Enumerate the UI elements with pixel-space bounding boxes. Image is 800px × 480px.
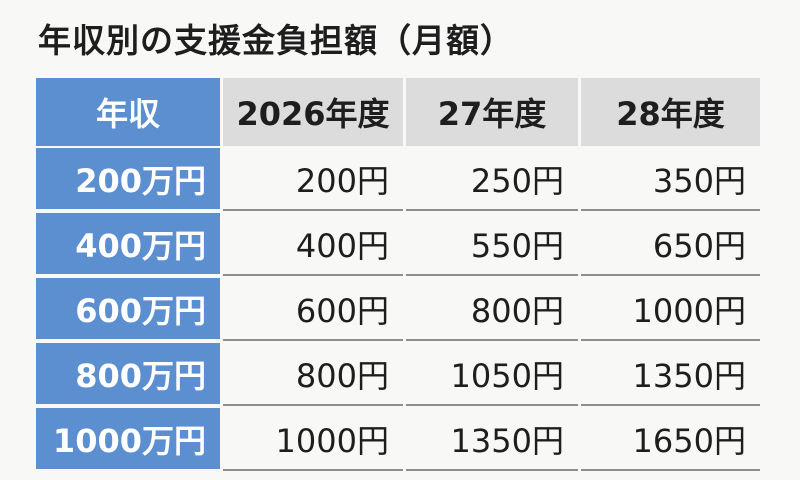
table-row: 800万円 800円 1050円 1350円 bbox=[36, 343, 760, 406]
value-27-cell: 800円 bbox=[406, 278, 578, 341]
table-row: 600万円 600円 800円 1000円 bbox=[36, 278, 760, 341]
burden-table: 年収 2026年度 27年度 28年度 200万円 200円 250円 350円… bbox=[36, 78, 760, 471]
value-2026-cell: 600円 bbox=[223, 278, 403, 341]
value-27-cell: 550円 bbox=[406, 213, 578, 276]
value-28-cell: 1350円 bbox=[581, 343, 760, 406]
value-2026-cell: 400円 bbox=[223, 213, 403, 276]
income-cell: 600万円 bbox=[36, 278, 220, 341]
table-row: 200万円 200円 250円 350円 bbox=[36, 148, 760, 211]
header-27: 27年度 bbox=[406, 78, 578, 146]
income-cell: 200万円 bbox=[36, 148, 220, 211]
value-2026-cell: 1000円 bbox=[223, 408, 403, 471]
value-2026-cell: 200円 bbox=[223, 148, 403, 211]
income-cell: 800万円 bbox=[36, 343, 220, 406]
header-2026: 2026年度 bbox=[223, 78, 403, 146]
income-cell: 1000万円 bbox=[36, 408, 220, 471]
table-row: 400万円 400円 550円 650円 bbox=[36, 213, 760, 276]
table-row: 1000万円 1000円 1350円 1650円 bbox=[36, 408, 760, 471]
value-27-cell: 1050円 bbox=[406, 343, 578, 406]
value-28-cell: 1000円 bbox=[581, 278, 760, 341]
page-title: 年収別の支援金負担額（月額） bbox=[38, 21, 514, 60]
value-2026-cell: 800円 bbox=[223, 343, 403, 406]
value-27-cell: 250円 bbox=[406, 148, 578, 211]
table-header-row: 年収 2026年度 27年度 28年度 bbox=[36, 78, 760, 146]
header-income: 年収 bbox=[36, 78, 220, 146]
value-28-cell: 350円 bbox=[581, 148, 760, 211]
header-28: 28年度 bbox=[581, 78, 760, 146]
value-28-cell: 650円 bbox=[581, 213, 760, 276]
value-27-cell: 1350円 bbox=[406, 408, 578, 471]
income-cell: 400万円 bbox=[36, 213, 220, 276]
value-28-cell: 1650円 bbox=[581, 408, 760, 471]
